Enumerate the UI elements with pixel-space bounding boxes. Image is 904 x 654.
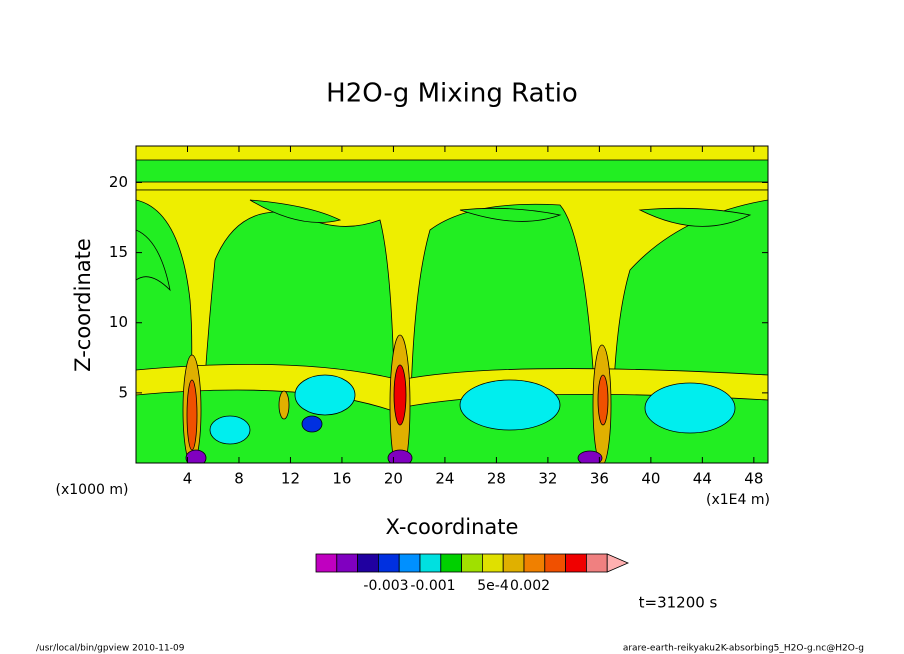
colorbar-label: -0.003	[363, 578, 408, 594]
colorbar-swatch	[315, 553, 338, 573]
contour-field	[136, 146, 768, 463]
x-tick-label: 4	[183, 470, 193, 488]
colorbar-arrow	[606, 553, 630, 573]
colorbar: -0.003 -0.001 5e-4 0.002	[315, 553, 630, 594]
colorbar-swatch	[523, 553, 546, 573]
x-tick-label: 48	[744, 470, 763, 488]
x-tick-label: 8	[234, 470, 244, 488]
x-tick-label: 20	[384, 470, 403, 488]
x-tick-label: 32	[538, 470, 557, 488]
x-tick-label: 36	[590, 470, 609, 488]
x-tick-label: 28	[487, 470, 506, 488]
colorbar-label: -0.001	[410, 578, 455, 594]
colorbar-swatch	[419, 553, 442, 573]
x-unit-left: (x1000 m)	[56, 482, 129, 498]
colorbar-swatch	[377, 553, 400, 573]
footer-right: arare-earth-reikyaku2K-absorbing5_H2O-g.…	[623, 644, 864, 654]
y-tick-label: 20	[109, 173, 128, 191]
colorbar-swatch	[398, 553, 421, 573]
colorbar-swatch	[586, 553, 608, 573]
x-tick-label: 40	[641, 470, 660, 488]
y-tick-label: 10	[109, 313, 128, 331]
colorbar-swatch	[357, 553, 379, 573]
y-axis-label: Z-coordinate	[71, 238, 95, 372]
colorbar-label: 5e-4	[477, 578, 509, 594]
colorbar-swatch	[440, 553, 462, 573]
x-unit-right: (x1E4 m)	[706, 492, 770, 508]
colorbar-swatch	[544, 553, 566, 573]
x-tick-label: 24	[435, 470, 454, 488]
x-tick-label: 16	[332, 470, 351, 488]
colorbar-swatch	[502, 553, 525, 573]
colorbar-swatch	[481, 553, 504, 573]
colorbar-swatch	[565, 553, 587, 573]
x-tick-label: 44	[693, 470, 712, 488]
y-tick-label: 5	[118, 383, 128, 401]
colorbar-label: 0.002	[510, 578, 550, 594]
footer-left: /usr/local/bin/gpview 2010-11-09	[36, 644, 185, 654]
time-label: t=31200 s	[639, 594, 718, 612]
x-tick-label: 12	[281, 470, 300, 488]
colorbar-swatch	[461, 553, 483, 573]
plot-frame	[135, 145, 769, 464]
x-axis-label: X-coordinate	[386, 515, 519, 539]
colorbar-swatch	[336, 553, 358, 573]
chart-title: H2O-g Mixing Ratio	[326, 79, 578, 109]
y-tick-label: 15	[109, 243, 128, 261]
